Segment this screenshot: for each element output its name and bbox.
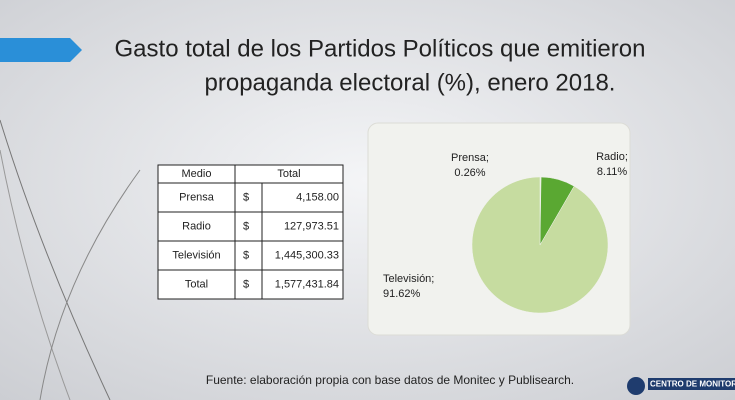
title: Gasto total de los Partidos Políticos qu… <box>115 35 646 62</box>
table-cell: $ <box>243 249 249 261</box>
table-cell: Prensa <box>179 191 215 203</box>
table-header: Medio <box>182 168 212 180</box>
table-bg <box>157 164 344 300</box>
decor-line <box>0 149 71 400</box>
slice-label: Televisión; <box>383 273 434 285</box>
source: Fuente: elaboración propia con base dato… <box>206 373 574 387</box>
accent-tab <box>0 38 82 62</box>
table-cell: 1,445,300.33 <box>275 249 339 261</box>
slice-value: 8.11% <box>597 166 628 178</box>
slice-value: 91.62% <box>383 288 421 300</box>
logo: CENTRO DE MONITORE <box>650 380 735 389</box>
table-cell: 127,973.51 <box>284 220 339 232</box>
table-cell: $ <box>243 220 249 232</box>
table-header: Total <box>277 168 300 180</box>
table-cell: Radio <box>182 220 211 232</box>
slice-label: Radio; <box>596 151 628 163</box>
table-cell: $ <box>243 191 249 203</box>
pie-slice <box>471 176 609 314</box>
table: Medio Total Prensa $4,158.00 Radio $127,973.5… <box>157 164 344 300</box>
table-cell: 1,577,431.84 <box>275 278 339 290</box>
decor-line <box>0 119 111 400</box>
table-cell: Total <box>185 278 208 290</box>
logo-band <box>648 378 735 390</box>
decor-line <box>39 169 141 400</box>
slice-label: Prensa; <box>451 152 489 164</box>
table-cell: $ <box>243 278 249 290</box>
logo-icon <box>627 377 645 395</box>
table-cell: Televisión <box>172 249 220 261</box>
pie-chart: Prensa; 0.26% Radio; 8.11% Televisión; 91.62% <box>383 151 628 314</box>
slice-value: 0.26% <box>454 167 485 179</box>
title: propaganda electoral (%), enero 2018. <box>205 69 616 96</box>
table-cell: 4,158.00 <box>296 191 339 203</box>
